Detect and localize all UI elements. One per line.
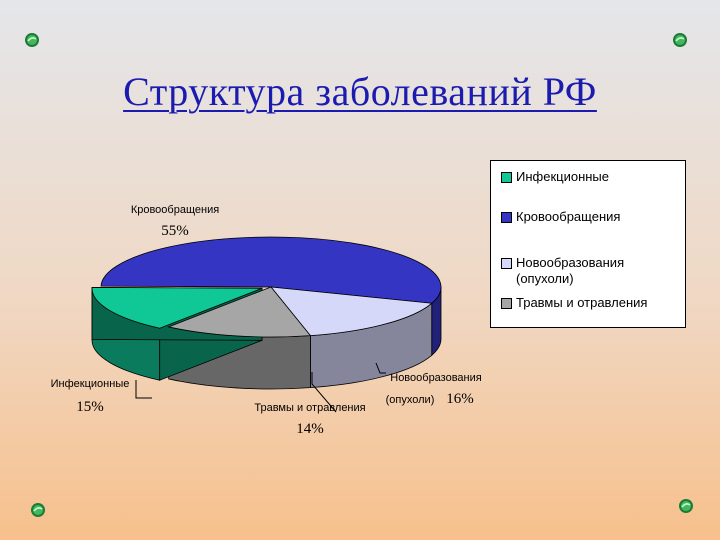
slice-value-label: 15% (76, 399, 104, 415)
legend-swatch (501, 172, 512, 183)
slice-name-label: Инфекционные (51, 378, 130, 390)
legend-entry: Травмы и отравления (501, 295, 647, 311)
legend-entry: Инфекционные (501, 169, 609, 185)
pie-slice (100, 236, 442, 304)
legend-label: Кровообращения (516, 209, 621, 224)
legend-entry: Новообразования (опухоли) (501, 255, 624, 287)
slice-name-label: Травмы и отравления (254, 402, 365, 414)
green-bead-icon (25, 33, 39, 47)
pie-slice (270, 286, 433, 337)
slice-value-label: 14% (296, 421, 324, 437)
chart-legend: Инфекционные Кровообращения Новообразова… (490, 160, 686, 328)
legend-swatch (501, 298, 512, 309)
legend-swatch (501, 258, 512, 269)
pie-slice (91, 287, 263, 329)
slice-value-label: 16% (446, 391, 474, 407)
slice-name-label: Кровообращения (131, 204, 219, 216)
green-bead-icon (679, 499, 693, 513)
green-bead-icon (31, 503, 45, 517)
leader-line (375, 362, 386, 374)
legend-label: Травмы и отравления (516, 295, 648, 310)
slide-title: Структура заболеваний РФ (123, 69, 597, 114)
green-bead-icon (673, 33, 687, 47)
pie-slice (167, 286, 312, 338)
legend-label: Инфекционные (516, 169, 610, 184)
leader-line (135, 380, 152, 399)
leader-line (311, 372, 337, 413)
slice-value-label: 55% (161, 223, 189, 239)
slice-name-label: (опухоли) (386, 394, 435, 406)
legend-label: Новообразования (опухоли) (516, 255, 625, 286)
legend-swatch (501, 212, 512, 223)
slice-name-label: Новообразования (390, 372, 482, 384)
legend-entry: Кровообращения (501, 209, 620, 225)
